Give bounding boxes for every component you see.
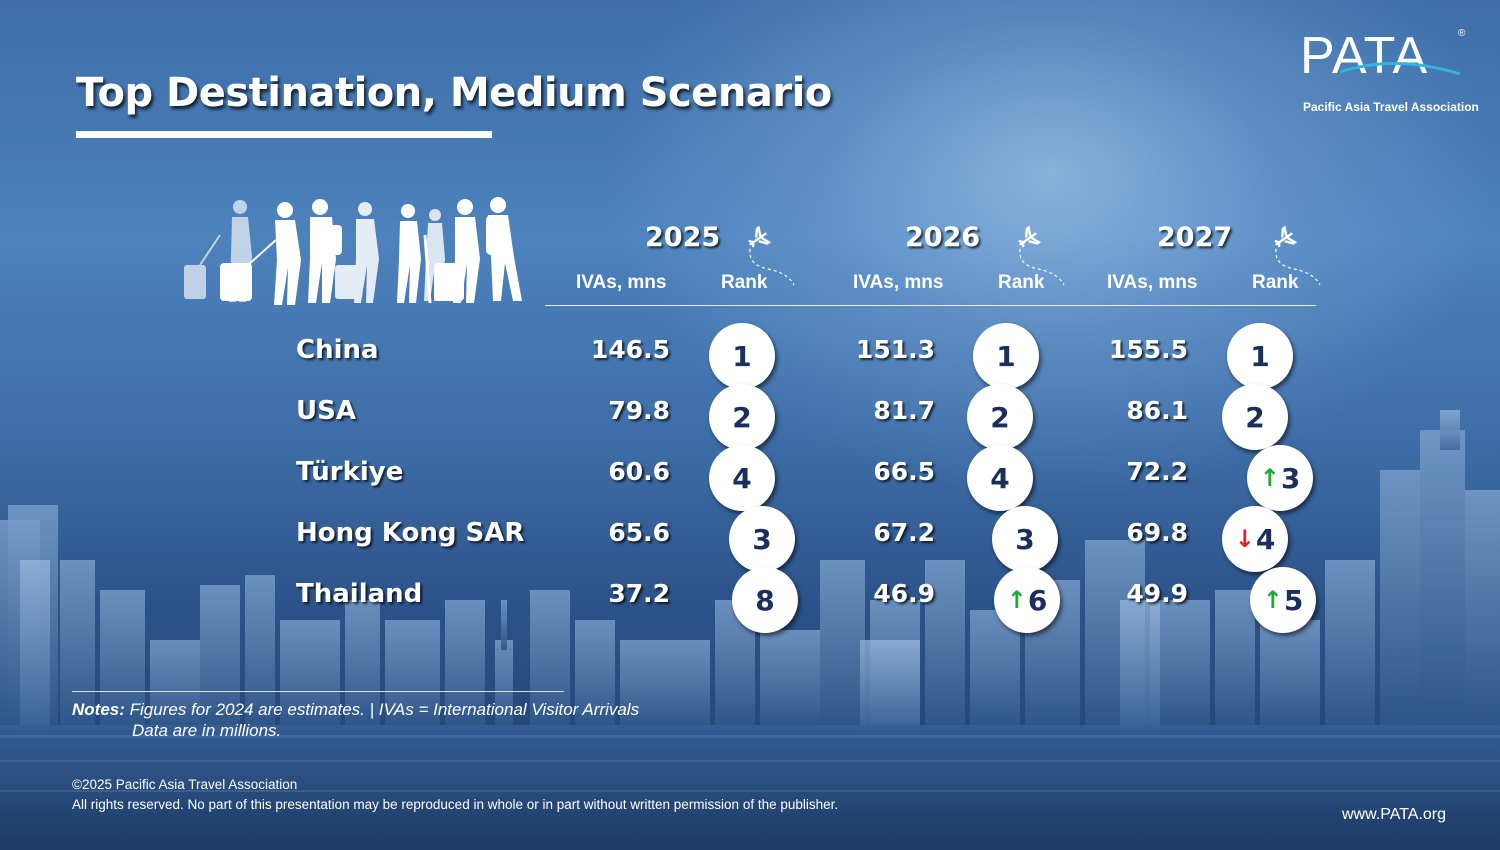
country-label: Türkiye [296, 457, 404, 487]
rank-badge: 4 [709, 445, 775, 511]
rank-number: 4 [1255, 522, 1276, 556]
ivas-value: 46.9 [873, 579, 935, 608]
arrow-down-icon: ↓ [1234, 525, 1255, 553]
rank-badge: ↑ 6 [994, 567, 1060, 633]
rank-number: 1 [996, 339, 1016, 373]
ivas-value: 66.5 [873, 457, 935, 486]
airplane-icon [1270, 225, 1326, 287]
logo-wordmark: PATA [1300, 27, 1429, 85]
rank-number: 3 [1280, 461, 1301, 495]
notes-line-2: Data are in millions. [132, 721, 282, 740]
year-header-0: 2025 [645, 222, 721, 253]
notes-divider [72, 691, 564, 692]
ivas-value: 155.5 [1108, 335, 1188, 364]
rank-badge: 2 [709, 384, 775, 450]
rank-number: 2 [732, 400, 752, 434]
notes-text-1: Figures for 2024 are estimates. | IVAs =… [124, 700, 640, 719]
rank-badge: 3 [992, 506, 1058, 572]
logo-swoosh-icon [1339, 62, 1461, 76]
ivas-value: 79.8 [608, 396, 670, 425]
logo-tagline: Pacific Asia Travel Association [1303, 100, 1479, 114]
ivas-value: 60.6 [608, 457, 670, 486]
rank-number: 6 [1027, 583, 1048, 617]
ivas-value: 151.3 [855, 335, 935, 364]
rank-badge: 1 [1227, 323, 1293, 389]
country-label: Thailand [296, 579, 423, 609]
ivas-value: 65.6 [608, 518, 670, 547]
rank-badge: 8 [732, 567, 798, 633]
ivas-column-header: IVAs, mns [576, 272, 667, 293]
slide-title: Top Destination, Medium Scenario [76, 70, 832, 116]
title-underline [76, 131, 492, 138]
year-header-1: 2026 [905, 222, 981, 253]
rank-number: 5 [1283, 583, 1304, 617]
ivas-column-header: IVAs, mns [1107, 272, 1198, 293]
header-divider [545, 305, 1316, 306]
rank-number: 4 [990, 461, 1010, 495]
copyright-text: ©2025 Pacific Asia Travel Association [72, 777, 298, 792]
rank-number: 8 [755, 583, 775, 617]
pata-logo: PATA ® Pacific Asia Travel Association [1300, 26, 1479, 116]
ivas-column-header: IVAs, mns [853, 272, 944, 293]
rank-badge: ↓ 4 [1222, 506, 1288, 572]
travelers-silhouette-icon [184, 197, 522, 305]
rank-badge: 4 [967, 445, 1033, 511]
ivas-value: 146.5 [590, 335, 670, 364]
rank-badge: 3 [729, 506, 795, 572]
country-label: China [296, 335, 379, 365]
ivas-value: 81.7 [873, 396, 935, 425]
arrow-up-icon: ↑ [1259, 464, 1280, 492]
notes-label: Notes: [72, 700, 125, 719]
airplane-icon [744, 225, 800, 287]
year-header-2: 2027 [1157, 222, 1233, 253]
ivas-value: 49.9 [1126, 579, 1188, 608]
rank-number: 1 [1250, 339, 1270, 373]
rank-number: 3 [1015, 522, 1035, 556]
rank-badge: 1 [973, 323, 1039, 389]
rank-number: 4 [732, 461, 752, 495]
airplane-icon [1014, 225, 1070, 287]
ivas-value: 67.2 [873, 518, 935, 547]
website-link[interactable]: www.PATA.org [1342, 806, 1447, 823]
rank-badge: ↑ 3 [1247, 445, 1313, 511]
country-label: USA [296, 396, 356, 426]
arrow-up-icon: ↑ [1262, 586, 1283, 614]
rank-number: 3 [752, 522, 772, 556]
rank-column-header: Rank [721, 272, 768, 293]
rank-number: 1 [732, 339, 752, 373]
rank-badge: 1 [709, 323, 775, 389]
ivas-value: 69.8 [1126, 518, 1188, 547]
rank-badge: ↑ 5 [1250, 567, 1316, 633]
arrow-up-icon: ↑ [1006, 586, 1027, 614]
rights-text: All rights reserved. No part of this pre… [72, 797, 839, 812]
ivas-value: 72.2 [1126, 457, 1188, 486]
logo-registered-mark: ® [1458, 28, 1466, 39]
notes-line-1: Notes: Figures for 2024 are estimates. |… [72, 700, 639, 720]
country-label: Hong Kong SAR [296, 518, 525, 548]
ivas-value: 86.1 [1126, 396, 1188, 425]
ivas-value: 37.2 [608, 579, 670, 608]
rank-number: 2 [990, 400, 1010, 434]
rank-column-header: Rank [998, 272, 1045, 293]
rank-column-header: Rank [1252, 272, 1299, 293]
rank-badge: 2 [1222, 384, 1288, 450]
rank-number: 2 [1245, 400, 1265, 434]
rank-badge: 2 [967, 384, 1033, 450]
